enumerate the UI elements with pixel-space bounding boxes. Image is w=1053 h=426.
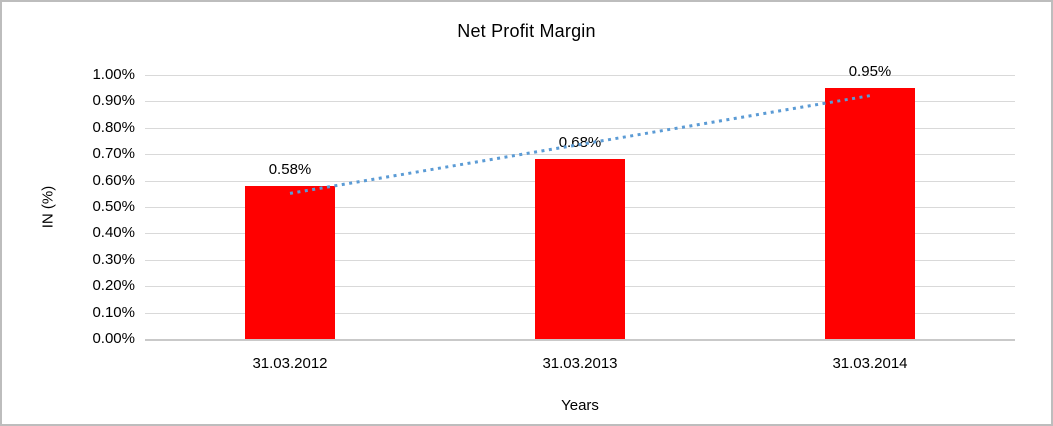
gridline — [145, 75, 1015, 76]
bar-value-label: 0.95% — [848, 63, 892, 81]
x-tick-label: 31.03.2013 — [542, 355, 618, 372]
y-tick-label: 0.50% — [92, 198, 135, 215]
bar — [535, 159, 625, 339]
plot-area: 0.58% 0.68% 0.95% — [145, 63, 1015, 341]
x-axis-title: Years — [561, 397, 599, 414]
x-tick-label: 31.03.2014 — [832, 355, 908, 372]
y-tick-label: 0.60% — [92, 171, 135, 189]
bar-value-label: 0.68% — [558, 134, 602, 152]
y-tick-label: 1.00% — [92, 66, 135, 83]
y-tick-label: 0.20% — [92, 277, 135, 295]
y-tick-label: 0.40% — [92, 224, 135, 242]
bar — [245, 185, 335, 339]
y-tick-label: 0.90% — [92, 92, 135, 110]
x-axis-line — [145, 339, 1015, 341]
bar — [825, 88, 915, 339]
y-tick-label: 0.70% — [92, 145, 135, 163]
x-tick-label: 31.03.2012 — [252, 355, 328, 372]
y-tick-label: 0.30% — [92, 250, 135, 268]
y-tick-label: 0.10% — [92, 303, 135, 321]
chart-title: Net Profit Margin — [457, 21, 596, 41]
bar-value-label: 0.58% — [268, 160, 312, 178]
y-tick-label: 0.00% — [92, 330, 135, 347]
y-tick-label: 0.80% — [92, 118, 135, 136]
